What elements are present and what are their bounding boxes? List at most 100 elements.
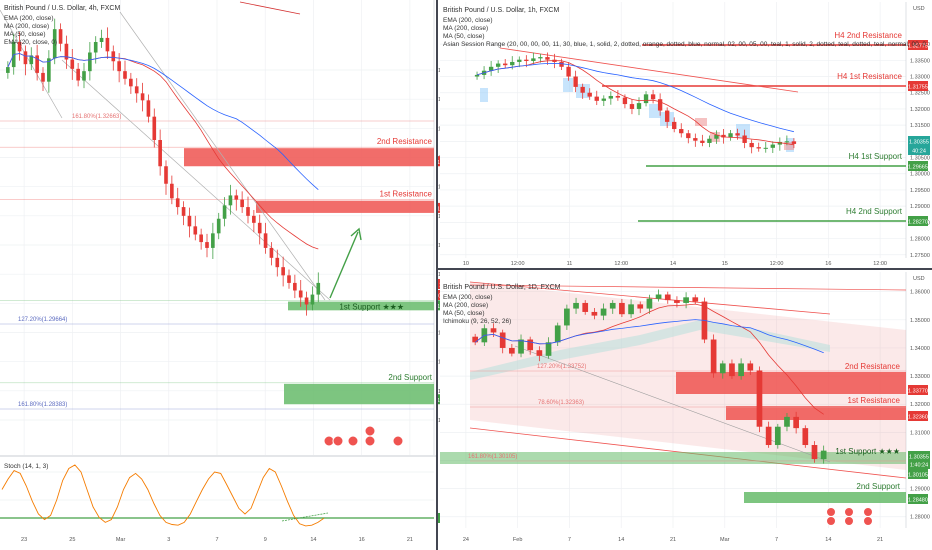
level-price-tag: 1.30105 bbox=[908, 473, 928, 479]
time-tick-label: 7 bbox=[568, 537, 571, 543]
candle-body bbox=[545, 57, 550, 60]
candle-body bbox=[99, 37, 104, 42]
indicator-legend: Ichimoku (9, 26, 52, 26) bbox=[443, 318, 511, 325]
candle-body bbox=[310, 294, 315, 305]
price-tick-label: 1.31500 bbox=[910, 123, 930, 129]
candle-body bbox=[35, 55, 39, 73]
candle-body bbox=[111, 51, 116, 62]
candle-body bbox=[275, 257, 280, 268]
price-tick-label: 1.30000 bbox=[910, 172, 930, 178]
level-price-tag-bg bbox=[908, 469, 928, 479]
candle-body bbox=[187, 215, 192, 227]
time-tick-label: 23 bbox=[21, 537, 27, 543]
level-price-tag-bg bbox=[908, 81, 928, 91]
channel-line-upper bbox=[469, 281, 831, 315]
level-zone bbox=[726, 406, 906, 420]
time-tick-label: Mar bbox=[720, 537, 730, 543]
chart-title: British Pound / U.S. Dollar, 1h, FXCM bbox=[443, 7, 559, 14]
candle-body bbox=[129, 78, 133, 87]
candle-body bbox=[580, 86, 585, 93]
candle-body bbox=[316, 282, 321, 295]
economic-event-icon bbox=[863, 516, 873, 526]
candle-body bbox=[738, 363, 744, 377]
chart-title: British Pound / U.S. Dollar, 4h, FXCM bbox=[4, 5, 120, 12]
candle-body bbox=[721, 134, 726, 138]
candle-body bbox=[228, 195, 233, 206]
candle-body bbox=[70, 59, 75, 69]
candle-body bbox=[629, 104, 635, 109]
candle-body bbox=[298, 290, 303, 298]
panel-divider-vertical[interactable] bbox=[436, 0, 438, 550]
price-tick-label: 1.32500 bbox=[910, 91, 930, 97]
candle-body bbox=[536, 350, 543, 356]
indicator-legend: MA (200, close) bbox=[4, 23, 49, 30]
chart-title: British Pound / U.S. Dollar, 1D, FXCM bbox=[443, 284, 561, 291]
countdown-tag-bg bbox=[908, 145, 930, 155]
indicator-legend: MA (50, close) bbox=[443, 310, 485, 317]
candle-body bbox=[52, 29, 57, 59]
countdown-tag: 1:40:24 bbox=[910, 463, 928, 469]
candle-body bbox=[499, 332, 506, 348]
level-zone bbox=[184, 148, 434, 167]
price-tick-label: 1.28000 bbox=[910, 237, 930, 243]
candle-body bbox=[490, 328, 497, 333]
candle-body bbox=[58, 29, 63, 44]
candle-body bbox=[472, 336, 479, 343]
time-tick-label: 9 bbox=[264, 537, 267, 543]
candle-body bbox=[538, 57, 543, 59]
candle-body bbox=[664, 110, 670, 122]
level-label: 2nd Support bbox=[388, 373, 432, 382]
fib-label: 161.80%(1.30105) bbox=[468, 454, 517, 460]
level-price-tag: 1.28270 bbox=[908, 220, 928, 226]
candle-body bbox=[802, 428, 809, 446]
price-tick-label: 1.27500 bbox=[910, 253, 930, 259]
time-tick-label: 12:00 bbox=[770, 261, 784, 267]
candle-body bbox=[714, 134, 719, 139]
candle-body bbox=[791, 141, 797, 144]
candle-body bbox=[619, 302, 625, 315]
candle-body bbox=[257, 222, 262, 234]
candle-body bbox=[643, 94, 649, 104]
time-tick-label: 11 bbox=[567, 261, 573, 267]
candle-body bbox=[664, 294, 671, 301]
time-tick-label: 14 bbox=[670, 261, 676, 267]
candle-body bbox=[93, 42, 98, 53]
candle-body bbox=[263, 233, 268, 248]
indicator-legend: MA (200, close) bbox=[443, 25, 488, 32]
candle-body bbox=[735, 133, 740, 136]
candle-body bbox=[692, 297, 699, 302]
candle-body bbox=[287, 275, 291, 283]
fib-label: 161.80%(1.32663) bbox=[72, 114, 121, 120]
candle-body bbox=[628, 304, 634, 315]
candle-body bbox=[756, 370, 763, 427]
candle-body bbox=[608, 95, 614, 99]
candle-body bbox=[123, 71, 127, 79]
candle-body bbox=[134, 86, 139, 94]
level-zone bbox=[284, 383, 434, 405]
indicator-legend: EMA (200, close) bbox=[443, 294, 493, 301]
price-tick-label: 1.33500 bbox=[910, 58, 930, 64]
candle-body bbox=[728, 133, 733, 138]
candle-body bbox=[683, 297, 689, 303]
level-label: 2nd Resistance bbox=[845, 362, 901, 371]
candle-body bbox=[636, 103, 642, 109]
panel-divider-horizontal[interactable] bbox=[438, 268, 932, 270]
candle-body bbox=[820, 450, 827, 460]
candle-body bbox=[811, 445, 818, 460]
candle-body bbox=[158, 140, 162, 167]
candle-body bbox=[495, 63, 501, 67]
candle-body bbox=[545, 342, 552, 356]
level-price-tag-bg bbox=[908, 216, 928, 226]
candle-body bbox=[105, 37, 110, 52]
candle-body bbox=[749, 142, 754, 148]
session-range-box bbox=[784, 142, 794, 150]
level-label: 1st Support ★★★ bbox=[835, 447, 900, 456]
candle-body bbox=[622, 97, 628, 105]
candle-body bbox=[710, 339, 717, 374]
price-tick-label: 1.30500 bbox=[910, 156, 930, 162]
level-zone bbox=[744, 492, 906, 503]
candle-body bbox=[657, 99, 663, 111]
candle-body bbox=[784, 141, 790, 143]
level-label: 2nd Support bbox=[856, 482, 900, 491]
level-price-tag: 1.32775 bbox=[908, 44, 928, 50]
